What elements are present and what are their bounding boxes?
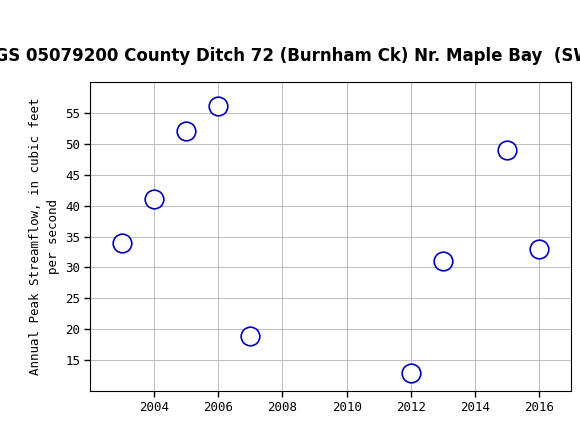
Y-axis label: Annual Peak Streamflow, in cubic feet
per second: Annual Peak Streamflow, in cubic feet pe… [28,98,60,375]
Point [246,332,255,339]
Point [213,103,223,110]
Text: ≡USGS: ≡USGS [9,8,72,28]
Point [502,146,512,153]
Point [150,196,159,203]
Point [535,246,544,252]
Point [182,128,191,135]
Point [406,369,415,376]
Point [438,258,448,265]
Text: USGS 05079200 County Ditch 72 (Burnham Ck) Nr. Maple Bay  (SW3): USGS 05079200 County Ditch 72 (Burnham C… [0,47,580,65]
Point [117,239,126,246]
